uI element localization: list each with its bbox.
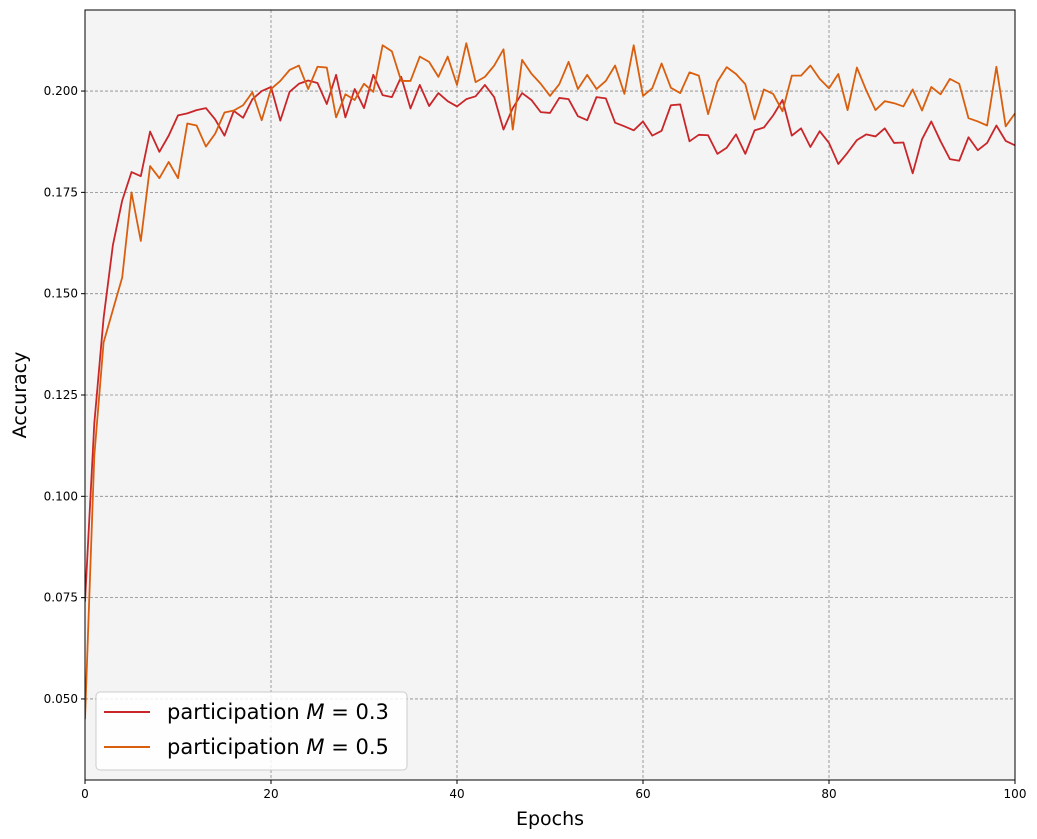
series-layer [85,42,1015,720]
y-tick-label: 0.075 [44,591,78,605]
legend-box [95,691,408,771]
legend-label-1: participation M = 0.3 [167,700,389,724]
x-axis-label: Epochs [516,808,584,830]
legend-label-text: participation [167,700,306,724]
y-tick-label: 0.100 [44,489,78,503]
y-tick-label: 0.050 [44,692,78,706]
x-tick-label: 80 [821,787,836,801]
y-tick-label: 0.200 [44,84,78,98]
legend-math-variable: M [306,735,324,759]
x-tick-label: 40 [449,787,464,801]
y-axis-label: Accuracy [9,352,31,439]
x-tick-label: 20 [263,787,278,801]
x-axis-ticks: 0 20 40 60 80 100 [81,780,1026,801]
legend-math-variable: M [306,700,324,724]
series-line-1 [85,73,1015,602]
y-tick-label: 0.175 [44,185,78,199]
legend-label-text: participation [167,735,306,759]
legend-label-2: participation M = 0.5 [167,735,389,759]
grid-lines [85,10,1015,780]
y-tick-label: 0.150 [44,287,78,301]
x-tick-label: 100 [1004,787,1027,801]
x-tick-label: 0 [81,787,89,801]
series-line-2 [85,42,1015,720]
x-tick-label: 60 [635,787,650,801]
legend-math-value: = 0.5 [325,735,389,759]
y-axis-ticks: 0.050 0.075 0.100 0.125 0.150 0.175 0.200 [44,84,85,706]
legend-math-value: = 0.3 [325,700,389,724]
y-tick-label: 0.125 [44,388,78,402]
